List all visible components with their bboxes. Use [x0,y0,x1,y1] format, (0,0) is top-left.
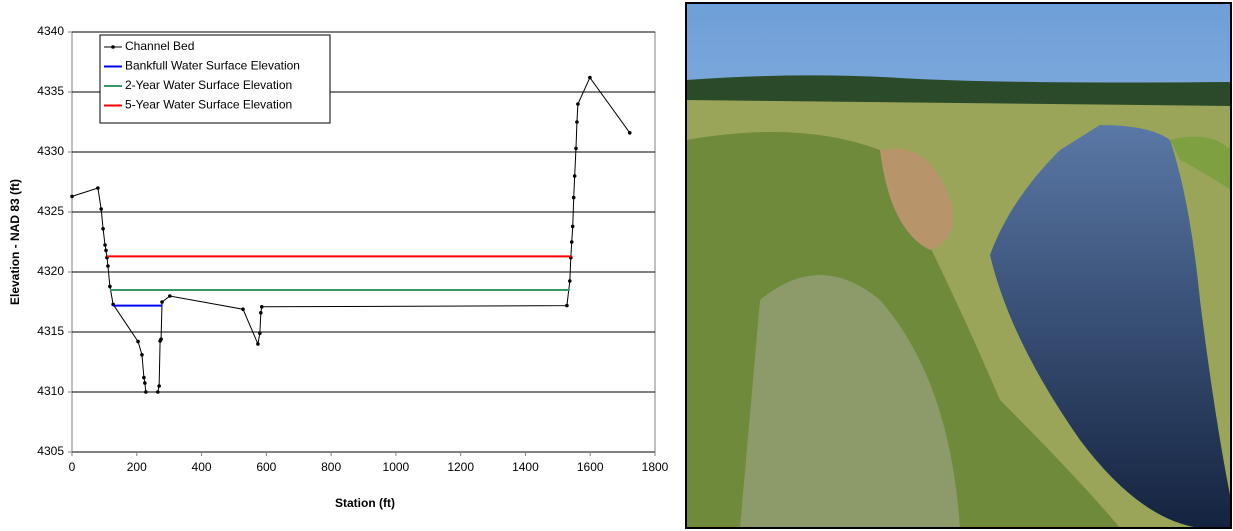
point [70,194,74,199]
x-tick-label: 0 [69,460,76,474]
point [256,342,260,346]
legend-label: 5-Year Water Surface Elevation [125,98,292,112]
point [99,207,103,211]
point [258,331,262,336]
point [241,307,245,312]
legend-label: Bankfull Water Surface Elevation [125,59,300,73]
legend: Channel Bed Bankfull Water Surface Elevat… [99,34,331,124]
point [140,353,144,357]
x-tick-label: 400 [192,460,212,474]
point [104,248,108,253]
point [157,384,161,388]
point [570,224,575,229]
x-axis-label: Station (ft) [335,496,395,510]
point [96,186,100,190]
point [106,264,110,268]
point [144,390,148,394]
point [103,243,107,247]
point [627,131,632,135]
point [101,227,105,231]
y-tick-label: 4315 [37,324,64,338]
y-tick-label: 4320 [37,264,64,278]
point [576,102,580,106]
point [143,381,147,385]
y-tick-label: 4335 [37,84,64,98]
point [588,75,592,80]
point [168,294,172,298]
legend-box [99,34,331,124]
point [159,337,163,342]
point [574,146,578,151]
x-tick-label: 1000 [383,460,410,474]
y-tick-label: 4310 [37,384,64,398]
point [160,300,164,304]
legend-label: 2-Year Water Surface Elevation [125,78,292,92]
point [565,303,569,308]
point [571,195,576,200]
photo [685,2,1232,529]
x-tick-label: 1600 [577,460,604,474]
legend-label: Channel Bed [125,39,194,53]
x-tick-label: 200 [127,460,147,474]
x-tick-label: 1200 [447,460,474,474]
point [575,120,579,124]
point [156,390,160,394]
x-tick-label: 800 [321,460,341,474]
y-tick-label: 4330 [37,144,64,158]
point [569,240,574,244]
y-tick-label: 4340 [37,24,64,38]
x-tick-label: 1800 [642,460,669,474]
point [136,339,140,344]
point [142,375,146,380]
point [568,279,572,283]
y-tick-label: 4325 [37,204,64,218]
point [572,174,577,178]
x-tick-label: 600 [256,460,276,474]
point [259,311,263,315]
y-tick-label: 4305 [37,444,64,458]
point [259,305,264,309]
y-axis-label: Elevation - NAD 83 (ft) [8,179,22,305]
x-tick-label: 1400 [512,460,539,474]
legend-marker [111,45,115,49]
point [108,284,112,289]
